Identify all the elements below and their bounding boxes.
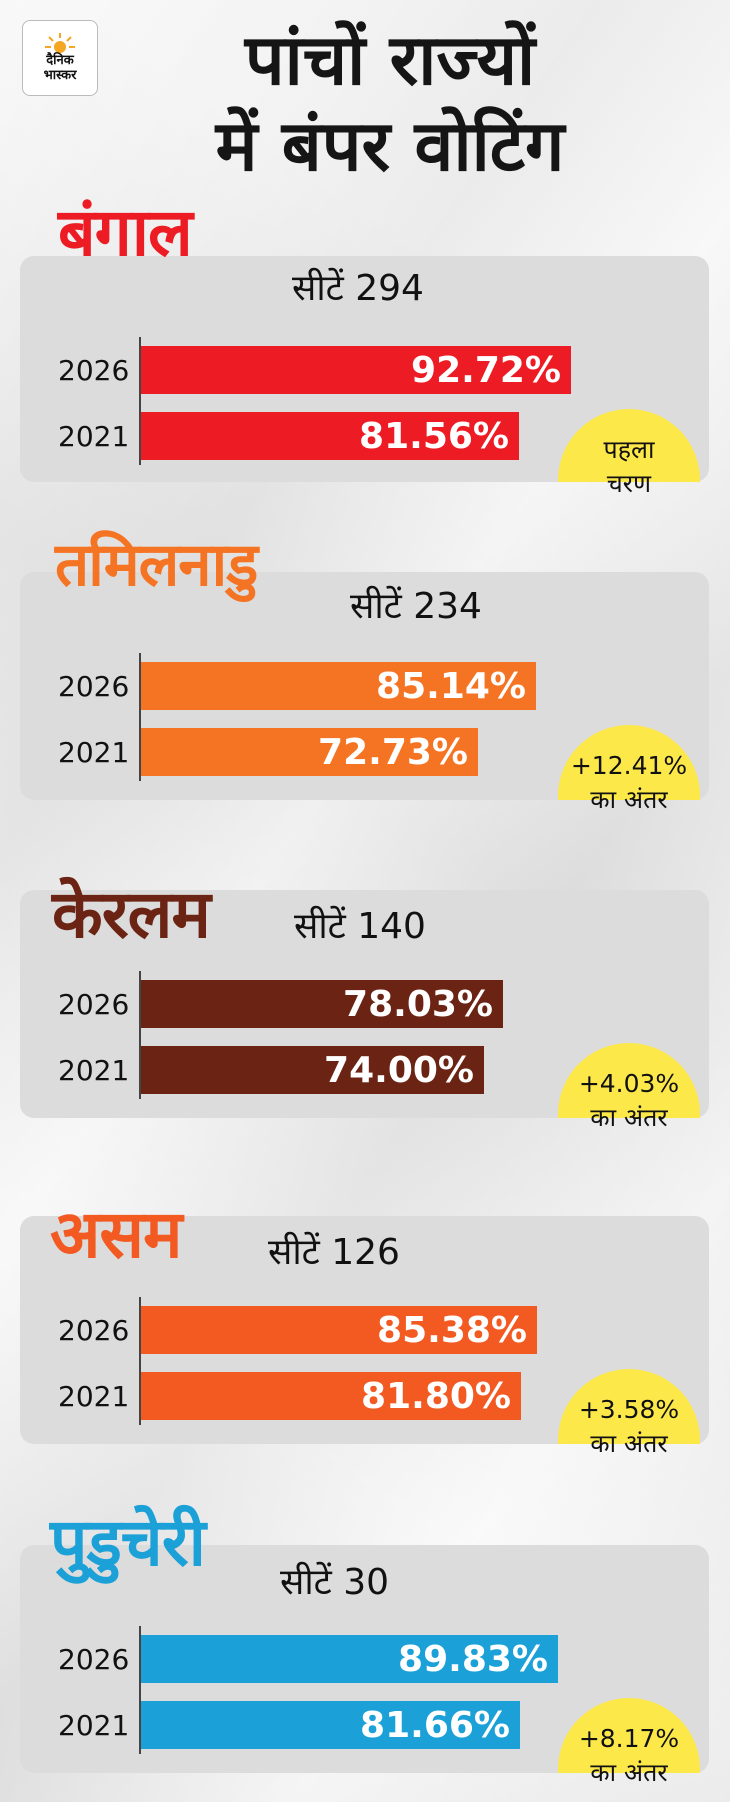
brand-line-1: दैनिक: [46, 53, 74, 68]
bar-puducherry-2026: 89.83%: [141, 1635, 558, 1683]
badge-line-2: का अंतर: [590, 1429, 668, 1458]
data-label-assam-2026: 85.38%: [377, 1309, 527, 1351]
badge-line-2: चरण: [606, 469, 652, 498]
data-label-kerala-2021: 74.00%: [324, 1049, 474, 1091]
year-label-2021: 2021: [58, 420, 130, 453]
year-label-2026: 2026: [58, 1314, 130, 1347]
year-label-2021: 2021: [58, 736, 130, 769]
year-label-2021: 2021: [58, 1709, 130, 1742]
bar-assam-2026: 85.38%: [141, 1306, 537, 1354]
data-label-puducherry-2021: 81.66%: [360, 1704, 510, 1746]
seats-label-kerala: सीटें 140: [294, 906, 426, 947]
year-label-2026: 2026: [58, 1643, 130, 1676]
y-axis-bengal: [139, 337, 141, 465]
bar-bengal-2026: 92.72%: [141, 346, 571, 394]
seats-label-puducherry: सीटें 30: [280, 1562, 390, 1603]
bar-kerala-2026: 78.03%: [141, 980, 503, 1028]
seats-label-assam: सीटें 126: [268, 1232, 400, 1273]
bar-puducherry-2021: 81.66%: [141, 1701, 520, 1749]
badge-line-1: +4.03%: [578, 1069, 680, 1098]
y-axis-puducherry: [139, 1626, 141, 1754]
data-label-assam-2021: 81.80%: [361, 1375, 511, 1417]
badge-line-2: का अंतर: [590, 785, 668, 814]
badge-line-1: +12.41%: [570, 751, 688, 780]
data-label-bengal-2021: 81.56%: [359, 415, 509, 457]
data-label-tamilnadu-2021: 72.73%: [318, 731, 468, 773]
seats-label-tamilnadu: सीटें 234: [350, 586, 482, 627]
brand-logo: दैनिक भास्कर: [22, 20, 98, 96]
year-label-2021: 2021: [58, 1054, 130, 1087]
bar-kerala-2021: 74.00%: [141, 1046, 484, 1094]
state-name-puducherry: पुडुचेरी: [50, 1504, 206, 1581]
headline-line-1: पांचों राज्यों: [244, 19, 536, 101]
badge-line-2: का अंतर: [590, 1103, 668, 1132]
bar-bengal-2021: 81.56%: [141, 412, 519, 460]
y-axis-assam: [139, 1297, 141, 1425]
badge-line-2: का अंतर: [590, 1758, 668, 1787]
year-label-2026: 2026: [58, 354, 130, 387]
year-label-2026: 2026: [58, 670, 130, 703]
seats-label-bengal: सीटें 294: [292, 268, 424, 309]
state-name-bengal: बंगाल: [58, 194, 193, 271]
diff-badge-puducherry: +8.17% का अंतर: [558, 1698, 700, 1787]
y-axis-tamilnadu: [139, 653, 141, 781]
data-label-kerala-2026: 78.03%: [343, 983, 493, 1025]
sun-icon: [45, 33, 75, 53]
bar-tamilnadu-2021: 72.73%: [141, 728, 478, 776]
state-name-assam: असम: [50, 1196, 183, 1273]
bar-assam-2021: 81.80%: [141, 1372, 521, 1420]
year-label-2021: 2021: [58, 1380, 130, 1413]
data-label-bengal-2026: 92.72%: [411, 349, 561, 391]
badge-line-1: पहला: [603, 435, 655, 464]
state-name-tamilnadu: तमिलनाडु: [55, 530, 258, 600]
bar-tamilnadu-2026: 85.14%: [141, 662, 536, 710]
data-label-tamilnadu-2026: 85.14%: [376, 665, 526, 707]
headline-line-2: में बंपर वोटिंग: [215, 105, 565, 187]
badge-line-1: +3.58%: [578, 1395, 680, 1424]
state-name-kerala: केरलम: [52, 876, 211, 953]
y-axis-kerala: [139, 971, 141, 1099]
badge-line-1: +8.17%: [578, 1724, 680, 1753]
data-label-puducherry-2026: 89.83%: [398, 1638, 548, 1680]
year-label-2026: 2026: [58, 988, 130, 1021]
brand-line-2: भास्कर: [43, 68, 77, 83]
